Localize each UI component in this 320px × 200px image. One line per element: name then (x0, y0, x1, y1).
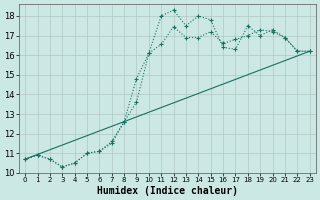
X-axis label: Humidex (Indice chaleur): Humidex (Indice chaleur) (97, 186, 238, 196)
